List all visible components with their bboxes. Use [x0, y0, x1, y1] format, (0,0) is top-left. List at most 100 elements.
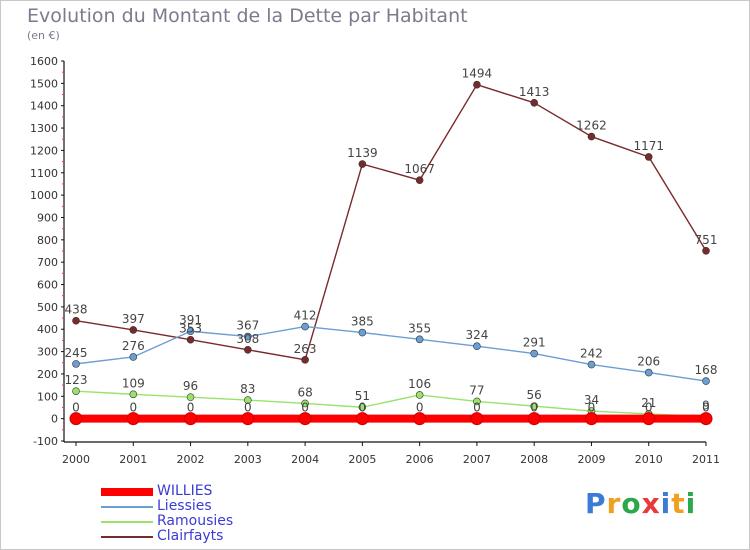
data-label-ramousies: 21	[641, 396, 656, 410]
data-label-ramousies: 34	[584, 393, 599, 407]
data-label-liessies: 385	[351, 315, 374, 329]
data-label-ramousies: 51	[355, 389, 370, 403]
data-point-ramousies	[358, 403, 367, 412]
data-point-clairfayts	[530, 99, 538, 107]
x-tick-label: 2006	[406, 453, 434, 466]
y-tick-label: 700	[37, 256, 58, 269]
data-label-clairfayts: 263	[294, 342, 317, 356]
logo-letter: P	[585, 487, 607, 520]
chart-title: Evolution du Montant de la Dette par Hab…	[27, 5, 468, 27]
y-tick-label: 1100	[30, 167, 58, 180]
data-label-clairfayts: 1139	[347, 146, 378, 160]
data-label-liessies: 245	[65, 346, 88, 360]
data-label-ramousies: 109	[122, 376, 145, 390]
data-label-liessies: 168	[695, 363, 718, 377]
data-label-ramousies: 106	[408, 377, 431, 391]
data-point-clairfayts	[72, 316, 80, 325]
data-point-clairfayts	[644, 153, 653, 161]
data-point-willies	[527, 412, 541, 426]
logo-letter: r	[606, 487, 622, 520]
data-point-ramousies	[129, 390, 138, 399]
logo-letter: i	[685, 487, 697, 520]
data-point-willies	[470, 412, 484, 426]
data-label-clairfayts: 1067	[404, 162, 435, 176]
x-tick-label: 2007	[463, 453, 491, 466]
data-label-ramousies: 83	[240, 382, 255, 396]
data-label-willies: 0	[588, 401, 596, 415]
data-point-clairfayts	[358, 160, 367, 168]
x-tick-label: 2000	[62, 453, 90, 466]
data-label-willies: 0	[416, 401, 424, 415]
data-label-clairfayts: 1494	[462, 67, 493, 81]
data-label-clairfayts: 1262	[576, 119, 607, 133]
data-point-liessies	[587, 360, 596, 369]
data-point-ramousies	[72, 387, 80, 395]
legend-swatch-willies	[101, 488, 153, 496]
series-line-ramousies	[75, 390, 707, 418]
data-point-clairfayts	[186, 335, 195, 344]
y-tick-label: 1000	[30, 189, 58, 202]
legend-label-clairfayts: Clairfayts	[157, 528, 224, 544]
data-point-liessies	[129, 353, 138, 361]
data-point-willies	[355, 412, 369, 426]
y-tick-label: 1200	[30, 144, 58, 157]
data-label-liessies: 367	[236, 319, 259, 333]
logo-letter: i	[660, 487, 672, 520]
data-point-ramousies	[530, 402, 538, 410]
data-point-ramousies	[301, 399, 309, 408]
data-point-willies	[298, 412, 312, 426]
legend-label-willies: WILLIES	[157, 483, 213, 499]
y-tick-label: 0	[51, 413, 58, 426]
data-point-willies	[69, 412, 83, 426]
data-label-willies: 0	[530, 401, 538, 415]
data-label-clairfayts: 353	[179, 322, 202, 336]
y-tick-label: -100	[33, 435, 58, 448]
x-tick-label: 2003	[234, 453, 262, 466]
y-tick-label: 400	[37, 323, 58, 336]
y-tick-label: 1500	[30, 77, 58, 90]
data-point-ramousies	[473, 397, 481, 406]
data-label-liessies: 355	[408, 321, 431, 335]
legend-swatch-liessies	[101, 506, 153, 508]
data-point-ramousies	[244, 396, 252, 404]
x-tick-label: 2008	[520, 453, 548, 466]
y-tick-label: 100	[37, 390, 58, 403]
y-tick-label: 300	[37, 346, 58, 359]
data-label-ramousies: 9	[702, 399, 710, 413]
data-point-liessies	[244, 332, 252, 341]
data-point-willies	[642, 412, 656, 426]
series-line-clairfayts	[75, 83, 707, 361]
x-tick-label: 2004	[291, 453, 319, 466]
data-label-willies: 0	[301, 401, 309, 415]
data-point-liessies	[644, 368, 653, 377]
data-point-willies	[584, 412, 598, 426]
y-tick-label: 1600	[30, 55, 58, 68]
legend-label-liessies: Liessies	[157, 498, 212, 514]
data-point-liessies	[702, 377, 710, 385]
series-line-liessies	[75, 325, 707, 382]
x-tick-label: 2001	[119, 453, 147, 466]
y-tick-label: 800	[37, 234, 58, 247]
x-tick-label: 2010	[635, 453, 663, 466]
data-point-liessies	[530, 349, 538, 358]
x-tick-label: 2011	[692, 453, 720, 466]
data-label-ramousies: 56	[527, 388, 542, 402]
data-label-ramousies: 68	[297, 385, 312, 399]
data-label-clairfayts: 1171	[633, 139, 664, 153]
data-label-willies: 0	[645, 401, 653, 415]
data-point-clairfayts	[301, 356, 309, 364]
data-point-willies	[241, 412, 255, 426]
legend-label-ramousies: Ramousies	[157, 513, 234, 529]
data-point-clairfayts	[702, 246, 710, 255]
data-label-willies: 0	[702, 401, 710, 415]
proxiti-logo: Proxiti	[585, 487, 696, 520]
logo-letter: x	[641, 487, 661, 520]
data-point-willies	[699, 412, 713, 426]
legend-swatch-ramousies	[101, 521, 153, 523]
y-tick-label: 500	[37, 301, 58, 314]
data-label-clairfayts: 438	[65, 303, 88, 317]
data-label-liessies: 242	[580, 347, 603, 361]
data-point-clairfayts	[244, 345, 252, 354]
data-label-liessies: 206	[637, 355, 660, 369]
data-label-clairfayts: 751	[695, 233, 718, 247]
